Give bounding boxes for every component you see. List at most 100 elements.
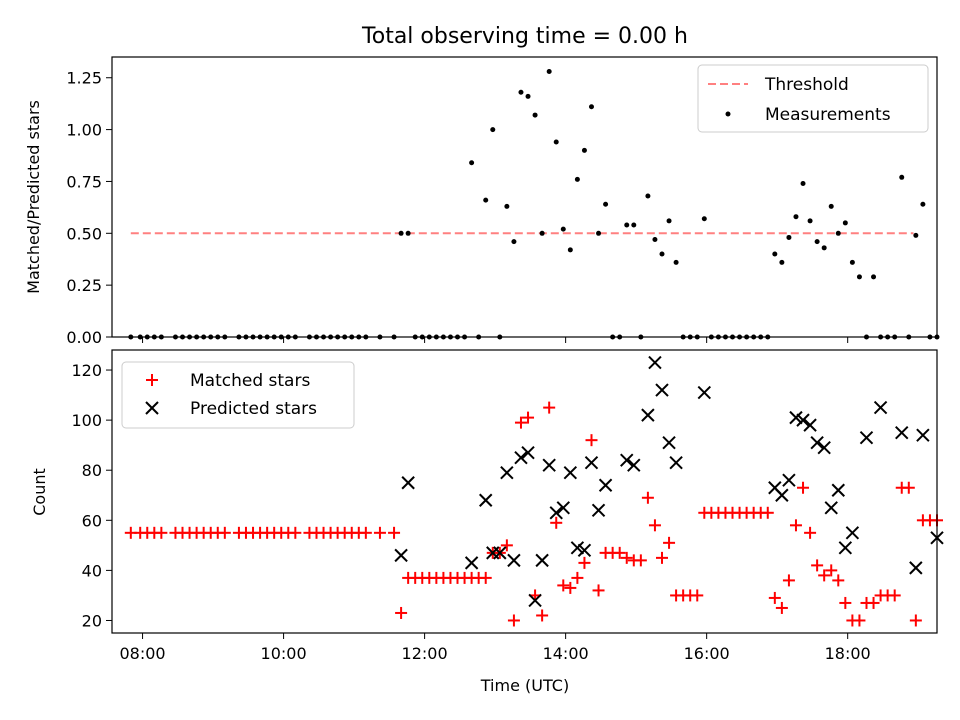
top-y-tick-label: 0.00 [66,328,102,347]
matched-star-point [761,506,774,519]
top-y-tick-label: 1.25 [66,69,102,88]
legend-measurements-label: Measurements [765,105,891,125]
matched-star-point [536,609,549,622]
measurement-point [920,201,926,207]
x-tick-label: 18:00 [825,644,871,663]
measurement-point [596,230,602,236]
bottom-y-tick-label: 20 [82,611,102,630]
bottom-legend: Matched stars Predicted stars [121,361,355,429]
legend-threshold-label: Threshold [764,75,849,95]
predicted-star-point [627,458,641,472]
matched-star-point [853,614,866,627]
predicted-star-point [542,458,556,472]
predicted-star-point [909,561,923,575]
measurement-point [603,201,609,207]
predicted-star-point [916,428,930,442]
predicted-star-point [803,418,817,432]
predicted-star-point [775,488,789,502]
matched-star-point [571,571,584,584]
matched-star-point [768,591,781,604]
predicted-star-point [493,546,507,560]
predicted-star-point [521,445,535,460]
predicted-star-point [838,541,853,555]
x-tick-label: 10:00 [261,644,307,663]
matched-star-point [888,589,901,602]
bottom-axes-frame [111,349,938,634]
measurement-point [913,232,919,238]
predicted-star-point [394,548,408,563]
matched-star-point [818,569,831,582]
matched-star-point [782,574,795,587]
measurement-point [398,230,404,236]
measurement-point [631,222,637,228]
measurement-point [842,220,848,226]
bottom-y-axis-label: Count [30,468,49,516]
matched-star-point [514,416,527,429]
matched-star-point [789,519,802,532]
matched-star-point [592,584,605,597]
measurement-point [849,259,855,265]
predicted-star-point [669,455,683,470]
predicted-star-point [782,473,796,487]
matched-star-point [902,481,915,494]
matched-star-point [543,401,556,414]
top-y-tick-label: 0.75 [66,172,102,191]
measurement-point [659,251,665,257]
top-axes-frame [111,56,938,338]
measurement-point [567,247,573,253]
predicted-star-point [535,553,549,568]
matched-star-point [585,434,598,447]
predicted-star-point [464,556,479,570]
matched-star-point [522,411,535,424]
predicted-star-point [655,383,669,397]
measurement-point [666,218,672,224]
predicted-star-point [577,543,592,558]
bottom-y-tick-label: 120 [71,361,102,380]
predicted-star-point [584,455,599,470]
predicted-stars-points [394,355,944,608]
predicted-star-point [549,506,563,520]
matched-star-point [155,526,168,539]
measurement-point [828,203,834,209]
predicted-star-point [563,466,578,480]
bottom-y-tick-label: 40 [82,561,102,580]
x-axis-ticks: 08:00 10:00 12:00 14:00 16:00 18:00 [120,337,871,663]
matched-star-point [564,581,577,594]
x-axis-label: Time (UTC) [480,676,569,695]
predicted-star-point [895,425,909,440]
matched-star-point [909,614,922,627]
matched-star-point [613,546,626,559]
measurement-point [800,181,806,187]
measurement-point [793,214,799,220]
legend-predicted-swatch [145,401,159,415]
predicted-star-point [810,435,824,450]
matched-star-point [804,526,817,539]
measurement-point [546,69,552,75]
measurement-point [553,139,559,145]
matched-star-point [550,516,563,529]
matched-star-point [648,519,661,532]
predicted-star-point [873,400,888,415]
matched-star-point [825,564,838,577]
measurement-point [899,174,905,180]
top-y-ticks: 0.00 0.25 0.50 0.75 1.00 1.25 [66,69,112,347]
matched-star-point [691,589,704,602]
measurement-point [779,259,785,265]
legend-matched-swatch [146,374,158,386]
matched-star-point [797,481,810,494]
predicted-star-point [796,413,810,427]
measurement-point [652,237,658,243]
measurement-point [588,104,594,110]
measurement-point [511,239,517,245]
predicted-star-point [507,553,521,568]
matched-star-point [839,596,852,609]
legend-matched-label: Matched stars [190,371,310,391]
predicted-star-point [591,503,606,517]
measurement-point [525,93,531,99]
predicted-star-point [697,385,712,400]
measurement-point [835,230,841,236]
predicted-star-point [789,410,803,425]
measurement-point [701,216,707,222]
predicted-star-point [662,435,676,450]
measurement-point [574,176,580,182]
